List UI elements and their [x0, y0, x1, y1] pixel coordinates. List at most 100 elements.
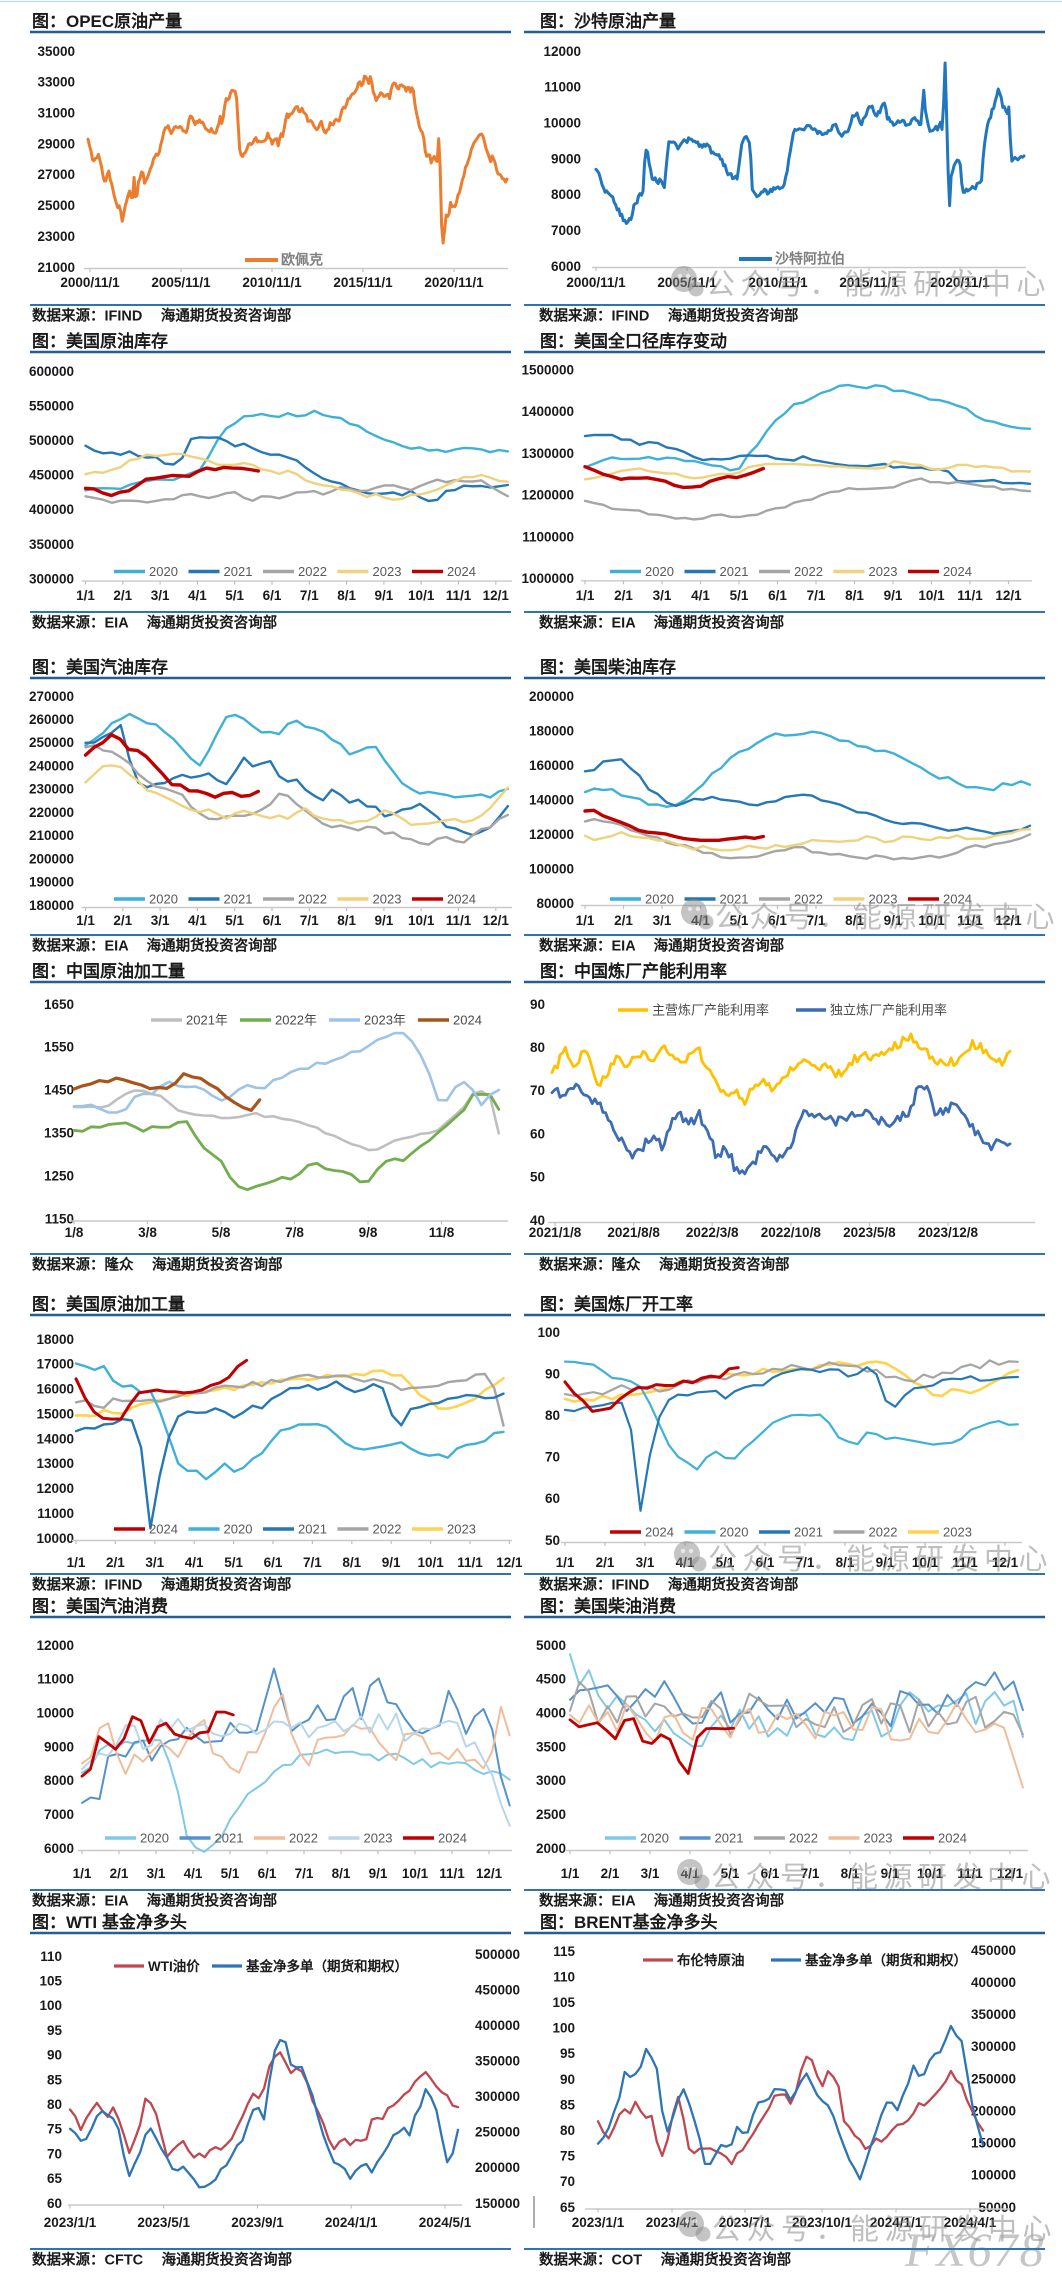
svg-text:数据来源：EIA 海通期货投资咨询部: 数据来源：EIA 海通期货投资咨询部 [539, 937, 785, 955]
svg-text:12/1: 12/1 [476, 1866, 503, 1881]
svg-text:数据来源：IFIND 海通期货投资咨询部: 数据来源：IFIND 海通期货投资咨询部 [539, 307, 799, 325]
svg-text:33000: 33000 [37, 75, 75, 90]
svg-text:100000: 100000 [971, 2168, 1016, 2183]
svg-text:4/1: 4/1 [184, 1866, 203, 1881]
svg-text:8000: 8000 [44, 1773, 74, 1788]
svg-text:2/1: 2/1 [110, 1866, 129, 1881]
svg-text:2020: 2020 [149, 892, 178, 907]
svg-text:350000: 350000 [971, 2007, 1016, 2022]
svg-text:2021: 2021 [720, 892, 749, 907]
svg-text:数据来源：IFIND 海通期货投资咨询部: 数据来源：IFIND 海通期货投资咨询部 [32, 1576, 292, 1594]
svg-text:8/1: 8/1 [841, 1866, 860, 1881]
svg-text:2/1: 2/1 [113, 913, 132, 928]
svg-text:115: 115 [553, 1944, 575, 1959]
svg-text:110: 110 [40, 1949, 62, 1964]
svg-text:5/1: 5/1 [721, 1866, 740, 1881]
svg-text:2/1: 2/1 [596, 1555, 615, 1570]
svg-text:21000: 21000 [37, 260, 75, 275]
svg-text:8/1: 8/1 [845, 588, 864, 603]
svg-text:10/1: 10/1 [408, 913, 435, 928]
svg-text:3000: 3000 [536, 1773, 566, 1788]
svg-text:11/1: 11/1 [952, 1555, 978, 1570]
svg-text:数据来源：IFIND 海通期货投资咨询部: 数据来源：IFIND 海通期货投资咨询部 [32, 307, 292, 325]
svg-text:60: 60 [530, 1126, 545, 1141]
svg-text:200000: 200000 [29, 851, 74, 866]
svg-text:6000: 6000 [44, 1841, 74, 1856]
svg-text:2022/10/8: 2022/10/8 [761, 1225, 822, 1240]
svg-text:WTI油价: WTI油价 [148, 1958, 200, 1974]
svg-text:1250: 1250 [44, 1169, 74, 1184]
svg-text:公众号．能源研发中心: 公众号．能源研发中心 [711, 1861, 1056, 1894]
svg-text:8/1: 8/1 [337, 588, 356, 603]
svg-text:6/1: 6/1 [263, 913, 282, 928]
svg-text:10/1: 10/1 [918, 913, 945, 928]
svg-text:1650: 1650 [44, 997, 74, 1012]
svg-text:2023: 2023 [869, 564, 898, 579]
svg-text:2022: 2022 [298, 564, 327, 579]
svg-text:5/1: 5/1 [221, 1866, 240, 1881]
svg-text:沙特阿拉伯: 沙特阿拉伯 [775, 251, 845, 267]
svg-text:80: 80 [560, 2123, 575, 2138]
svg-text:2/1: 2/1 [106, 1555, 125, 1570]
svg-text:400000: 400000 [475, 2018, 520, 2033]
svg-text:8/1: 8/1 [337, 913, 356, 928]
svg-text:400000: 400000 [29, 502, 74, 517]
svg-text:2024/5/1: 2024/5/1 [419, 2215, 472, 2230]
svg-text:300000: 300000 [971, 2039, 1016, 2054]
svg-text:9000: 9000 [44, 1739, 74, 1754]
svg-text:50000: 50000 [978, 2200, 1016, 2215]
svg-text:95: 95 [560, 2046, 576, 2061]
svg-text:15000: 15000 [36, 1406, 74, 1421]
svg-text:550000: 550000 [29, 398, 74, 413]
svg-text:9/8: 9/8 [359, 1225, 378, 1240]
svg-text:2023: 2023 [864, 1831, 893, 1846]
svg-text:1/1: 1/1 [76, 913, 95, 928]
svg-text:80: 80 [545, 1408, 560, 1423]
svg-text:12/1: 12/1 [496, 1555, 523, 1570]
svg-text:12/1: 12/1 [995, 588, 1022, 603]
svg-text:11/1: 11/1 [439, 1866, 465, 1881]
svg-text:190000: 190000 [29, 875, 74, 890]
svg-text:6/1: 6/1 [768, 913, 787, 928]
svg-text:50: 50 [530, 1170, 545, 1185]
svg-text:90: 90 [47, 2048, 62, 2063]
svg-text:100: 100 [537, 1325, 560, 1340]
svg-text:2023/10/1: 2023/10/1 [792, 2215, 853, 2230]
svg-text:450000: 450000 [29, 468, 74, 483]
svg-text:10/1: 10/1 [918, 588, 945, 603]
svg-text:2024: 2024 [938, 1831, 967, 1846]
svg-text:250000: 250000 [29, 735, 74, 750]
svg-text:2020: 2020 [224, 1522, 253, 1537]
svg-text:11/1: 11/1 [957, 588, 983, 603]
svg-text:9000: 9000 [551, 151, 581, 166]
svg-text:数据来源：EIA 海通期货投资咨询部: 数据来源：EIA 海通期货投资咨询部 [539, 1892, 785, 1910]
svg-text:95: 95 [47, 2023, 63, 2038]
svg-text:2021: 2021 [224, 564, 253, 579]
svg-text:2024/1/1: 2024/1/1 [870, 2215, 923, 2230]
svg-text:4/1: 4/1 [188, 913, 207, 928]
svg-text:85: 85 [47, 2072, 63, 2087]
svg-text:数据来源：EIA 海通期货投资咨询部: 数据来源：EIA 海通期货投资咨询部 [539, 614, 785, 632]
svg-text:3/1: 3/1 [145, 1555, 164, 1570]
svg-text:2024/1/1: 2024/1/1 [325, 2215, 378, 2230]
svg-text:公众号．能源研发中心: 公众号．能源研发中心 [708, 1543, 1053, 1576]
svg-text:布伦特原油: 布伦特原油 [677, 1952, 745, 1968]
svg-text:2/1: 2/1 [113, 588, 132, 603]
svg-text:2021: 2021 [224, 892, 253, 907]
svg-text:250000: 250000 [971, 2071, 1016, 2086]
svg-text:2020/11/1: 2020/11/1 [424, 275, 484, 290]
svg-text:2023/1/1: 2023/1/1 [44, 2215, 97, 2230]
svg-text:2023/12/8: 2023/12/8 [918, 1225, 979, 1240]
svg-text:7/8: 7/8 [285, 1225, 304, 1240]
svg-text:9/1: 9/1 [881, 1866, 900, 1881]
svg-text:70: 70 [545, 1450, 560, 1465]
svg-text:2020: 2020 [720, 1525, 749, 1540]
svg-text:5/1: 5/1 [225, 913, 244, 928]
svg-text:基金净多单（期货和期权）: 基金净多单（期货和期权） [805, 1952, 967, 1968]
svg-text:12/1: 12/1 [483, 913, 510, 928]
svg-text:7/1: 7/1 [303, 1555, 322, 1570]
svg-text:105: 105 [39, 1974, 62, 1989]
svg-text:2022: 2022 [373, 1522, 402, 1537]
svg-text:数据来源：隆众 海通期货投资咨询部: 数据来源：隆众 海通期货投资咨询部 [32, 1256, 283, 1274]
svg-text:9/1: 9/1 [884, 588, 903, 603]
